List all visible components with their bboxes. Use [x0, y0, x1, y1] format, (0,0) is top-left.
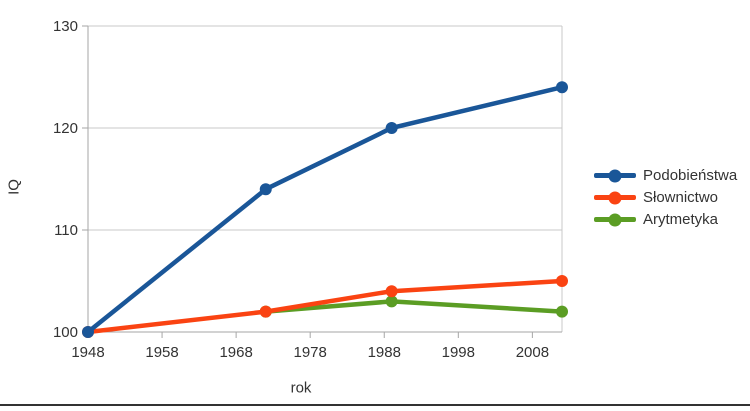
data-point-marker: [556, 305, 568, 318]
legend-item: Słownictwo: [594, 189, 737, 206]
x-tick-label: 1988: [368, 344, 401, 361]
x-tick-label: 1978: [294, 344, 327, 361]
legend-line-marker-icon: [594, 213, 636, 226]
y-tick-label: 130: [53, 18, 78, 35]
x-tick-label: 1968: [219, 344, 252, 361]
legend-label: Arytmetyka: [643, 211, 719, 228]
y-axis-title: IQ: [5, 179, 23, 195]
data-point-marker: [556, 81, 568, 94]
data-point-marker: [556, 275, 568, 287]
legend-line-marker-icon: [594, 191, 636, 204]
legend-item: Podobieństwa: [594, 167, 738, 184]
x-axis-title: rok: [290, 379, 312, 397]
x-tick-label: 1958: [145, 344, 178, 361]
bottom-divider: [0, 404, 750, 406]
series-line: [85, 278, 565, 335]
x-tick-label: 1998: [442, 344, 475, 361]
y-tick-label: 100: [53, 324, 78, 341]
y-tick-label: 110: [54, 222, 78, 239]
series-line: [85, 84, 565, 335]
data-point-marker: [82, 326, 94, 338]
legend: Podobieństwa Słownictwo Arytmetyka: [594, 167, 738, 228]
legend-label: Podobieństwa: [643, 167, 738, 184]
legend-item: Arytmetyka: [594, 211, 737, 228]
data-point-marker: [385, 285, 398, 298]
legend-label: Słownictwo: [643, 189, 719, 206]
data-point-marker: [259, 183, 272, 196]
data-point-marker: [259, 305, 272, 318]
data-point-marker: [385, 122, 398, 134]
y-tick-label: 120: [53, 120, 78, 137]
x-tick-label: 1948: [71, 344, 104, 361]
x-tick-label: 2008: [516, 344, 549, 361]
data-point-marker: [385, 295, 398, 308]
legend-line-marker-icon: [594, 169, 636, 182]
